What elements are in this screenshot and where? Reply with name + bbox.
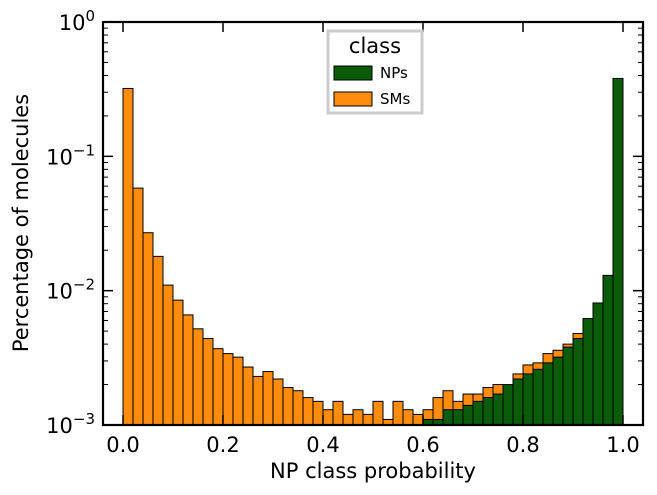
legend: class NPs SMs bbox=[326, 29, 424, 115]
bar-sms bbox=[122, 87, 134, 426]
y-tick-label: 10−3 bbox=[46, 410, 95, 438]
bar-sms bbox=[132, 187, 144, 426]
bar-sms bbox=[412, 413, 424, 426]
bar-sms bbox=[192, 328, 204, 426]
x-tick-label: 0.8 bbox=[506, 433, 539, 457]
bar-sms bbox=[212, 348, 224, 426]
bar-sms bbox=[162, 284, 174, 426]
bar-nps bbox=[552, 356, 564, 426]
legend-label-nps: NPs bbox=[380, 64, 408, 82]
bar-sms bbox=[402, 409, 414, 426]
bar-sms bbox=[262, 371, 274, 426]
bar-sms bbox=[322, 409, 334, 426]
bar-sms bbox=[182, 314, 194, 426]
bar-nps bbox=[532, 368, 544, 426]
bar-nps bbox=[482, 397, 494, 426]
bar-sms bbox=[252, 375, 264, 426]
bar-sms bbox=[332, 400, 344, 426]
bar-sms bbox=[392, 400, 404, 426]
bar-sms bbox=[352, 409, 364, 426]
bar-nps bbox=[452, 409, 464, 426]
bar-sms bbox=[142, 232, 154, 426]
bar-nps bbox=[612, 77, 624, 426]
y-tick-label: 10−1 bbox=[46, 141, 95, 169]
bar-nps bbox=[592, 302, 604, 426]
bar-nps bbox=[562, 346, 574, 426]
y-axis-title: Percentage of molecules bbox=[9, 94, 33, 352]
bar-nps bbox=[522, 373, 534, 426]
bar-nps bbox=[502, 384, 514, 426]
bar-sms bbox=[292, 390, 304, 426]
plot-frame bbox=[101, 20, 645, 427]
bar-sms bbox=[272, 378, 284, 426]
bar-sms bbox=[232, 356, 244, 426]
x-tick-label: 0.0 bbox=[106, 433, 139, 457]
bar-sms bbox=[152, 255, 164, 426]
bar-nps bbox=[492, 393, 504, 426]
x-tick-label: 0.6 bbox=[406, 433, 439, 457]
bar-sms bbox=[342, 413, 354, 426]
bar-nps bbox=[472, 400, 484, 426]
bar-sms bbox=[312, 400, 324, 426]
x-axis-title: NP class probability bbox=[270, 459, 476, 483]
bar-nps bbox=[442, 409, 454, 426]
legend-label-sms: SMs bbox=[380, 90, 410, 108]
y-tick-label: 10−2 bbox=[46, 276, 95, 304]
bar-nps bbox=[582, 318, 594, 426]
bar-sms bbox=[172, 299, 184, 426]
x-tick-label: 1.0 bbox=[606, 433, 639, 457]
ticks-layer: 0.0 0.2 0.4 0.6 0.8 1.0 10−3 10−2 10−1 100 bbox=[46, 7, 643, 457]
bar-nps bbox=[462, 404, 474, 426]
bar-nps bbox=[512, 378, 524, 426]
legend-title: class bbox=[349, 34, 401, 58]
legend-swatch-nps bbox=[333, 65, 373, 81]
y-tick-label: 100 bbox=[59, 7, 95, 35]
x-tick-label: 0.4 bbox=[306, 433, 339, 457]
bar-sms bbox=[282, 387, 294, 426]
bar-sms bbox=[242, 366, 254, 426]
bar-nps bbox=[542, 362, 554, 426]
bar-nps bbox=[572, 338, 584, 426]
bar-sms bbox=[222, 353, 234, 426]
bar-sms bbox=[302, 397, 314, 426]
x-tick-label: 0.2 bbox=[206, 433, 239, 457]
bar-sms bbox=[202, 338, 214, 426]
bar-nps bbox=[602, 274, 614, 426]
bar-sms bbox=[362, 413, 374, 426]
legend-swatch-sms bbox=[333, 91, 373, 107]
bar-sms bbox=[372, 400, 384, 426]
